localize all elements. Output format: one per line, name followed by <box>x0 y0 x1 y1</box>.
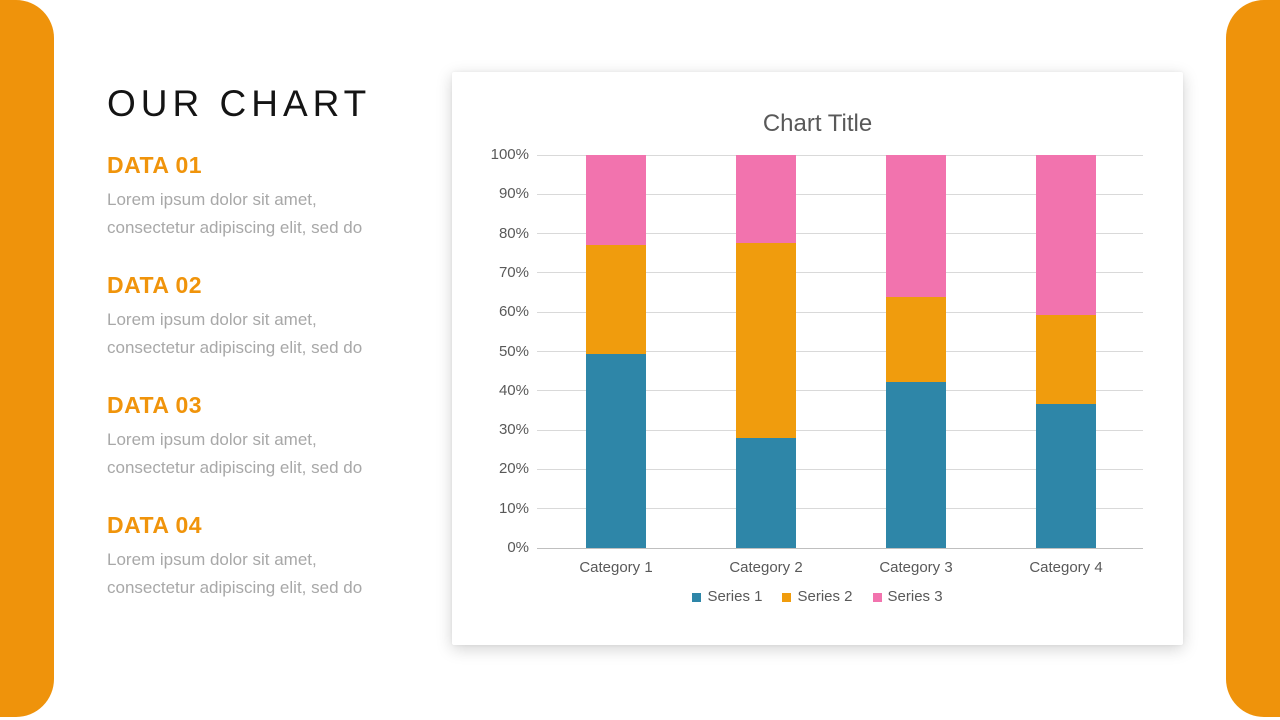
right-accent-bar <box>1226 0 1280 717</box>
stacked-bar-1 <box>586 155 646 548</box>
data-block-text-line: Lorem ipsum dolor sit amet, <box>107 190 317 209</box>
legend-swatch <box>872 592 882 602</box>
data-block-text-line: Lorem ipsum dolor sit amet, <box>107 550 317 569</box>
gridline <box>537 508 1143 510</box>
x-axis-line <box>537 547 1143 549</box>
legend-item-series-3: Series 3 <box>872 588 943 606</box>
bar-segment-series-3 <box>1036 155 1096 315</box>
stacked-bar-4 <box>1036 155 1096 548</box>
gridline <box>537 154 1143 156</box>
data-block-text-line: consectetur adipiscing elit, sed do <box>107 578 363 597</box>
y-axis-tick-label: 90% <box>498 185 529 203</box>
gridline <box>537 272 1143 274</box>
page-title: OUR CHART <box>107 83 372 124</box>
stacked-bar-2 <box>736 155 796 548</box>
y-axis-tick-label: 80% <box>498 224 529 242</box>
data-block-text-line: Lorem ipsum dolor sit amet, <box>107 430 317 449</box>
bar-segment-series-2 <box>736 243 796 438</box>
data-block-text-line: Lorem ipsum dolor sit amet, <box>107 310 317 329</box>
legend-swatch <box>782 592 792 602</box>
bar-segment-series-2 <box>586 245 646 354</box>
data-block-2: DATA 02 Lorem ipsum dolor sit amet, cons… <box>107 272 387 362</box>
data-block-text-line: consectetur adipiscing elit, sed do <box>107 458 363 477</box>
gridline <box>537 468 1143 470</box>
data-block-4: DATA 04 Lorem ipsum dolor sit amet, cons… <box>107 512 387 602</box>
y-axis-tick-label: 70% <box>498 263 529 281</box>
bar-segment-series-2 <box>1036 314 1096 405</box>
x-axis-category-label: Category 3 <box>879 559 953 576</box>
gridline <box>537 429 1143 431</box>
gridline <box>537 311 1143 313</box>
y-axis-tick-label: 60% <box>498 303 529 321</box>
data-block-1: DATA 01 Lorem ipsum dolor sit amet, cons… <box>107 152 387 242</box>
legend-item-series-1: Series 1 <box>692 588 762 606</box>
x-axis-category-label: Category 1 <box>579 559 653 576</box>
chart-title: Chart Title <box>762 110 873 137</box>
data-block-heading: DATA 01 <box>107 152 203 178</box>
legend-label: Series 1 <box>707 588 763 605</box>
gridline <box>537 390 1143 392</box>
data-block-text-line: consectetur adipiscing elit, sed do <box>107 338 363 357</box>
gridline <box>537 193 1143 195</box>
legend-swatch <box>692 592 702 602</box>
y-axis-tick-label: 40% <box>498 381 529 399</box>
data-block-heading: DATA 03 <box>107 392 203 418</box>
data-block-heading: DATA 04 <box>107 512 203 538</box>
bar-segment-series-3 <box>736 155 796 244</box>
bar-segment-series-1 <box>586 353 646 548</box>
data-block-3: DATA 03 Lorem ipsum dolor sit amet, cons… <box>107 392 387 482</box>
stacked-bar-3 <box>886 155 946 548</box>
chart-card: Chart Title 0% 10% 20% 30% 40% 50% 60% 70% 80% 90… <box>452 72 1183 645</box>
x-axis-category-label: Category 4 <box>1029 559 1103 576</box>
gridline <box>537 351 1143 352</box>
gridline <box>537 233 1143 235</box>
y-axis-tick-label: 20% <box>498 460 529 478</box>
y-axis-tick-label: 30% <box>498 421 529 439</box>
left-accent-bar <box>0 0 54 717</box>
chart-plot-area: 0% 10% 20% 30% 40% 50% 60% 70% 80% 90% 100% Categor… <box>491 146 1143 576</box>
bar-segment-series-1 <box>736 437 796 548</box>
legend-item-series-2: Series 2 <box>782 588 853 606</box>
y-axis-tick-label: 50% <box>498 342 529 360</box>
legend-label: Series 2 <box>797 588 853 605</box>
left-content: OUR CHART DATA 01 Lorem ipsum dolor sit … <box>107 82 387 632</box>
bar-segment-series-3 <box>586 155 646 246</box>
bar-segment-series-1 <box>1036 404 1096 548</box>
chart-legend: Series 1 Series 2 Series 3 <box>452 588 1183 606</box>
x-axis-category-label: Category 2 <box>729 559 803 576</box>
legend-label: Series 3 <box>887 588 943 605</box>
y-axis-tick-label: 100% <box>490 146 529 163</box>
data-block-heading: DATA 02 <box>107 272 203 298</box>
bar-segment-series-1 <box>886 382 946 548</box>
bar-segment-series-3 <box>886 155 946 298</box>
y-axis-tick-label: 0% <box>507 539 529 556</box>
y-axis-tick-label: 10% <box>498 499 529 517</box>
bar-segment-series-2 <box>886 297 946 383</box>
data-block-text-line: consectetur adipiscing elit, sed do <box>107 218 363 237</box>
